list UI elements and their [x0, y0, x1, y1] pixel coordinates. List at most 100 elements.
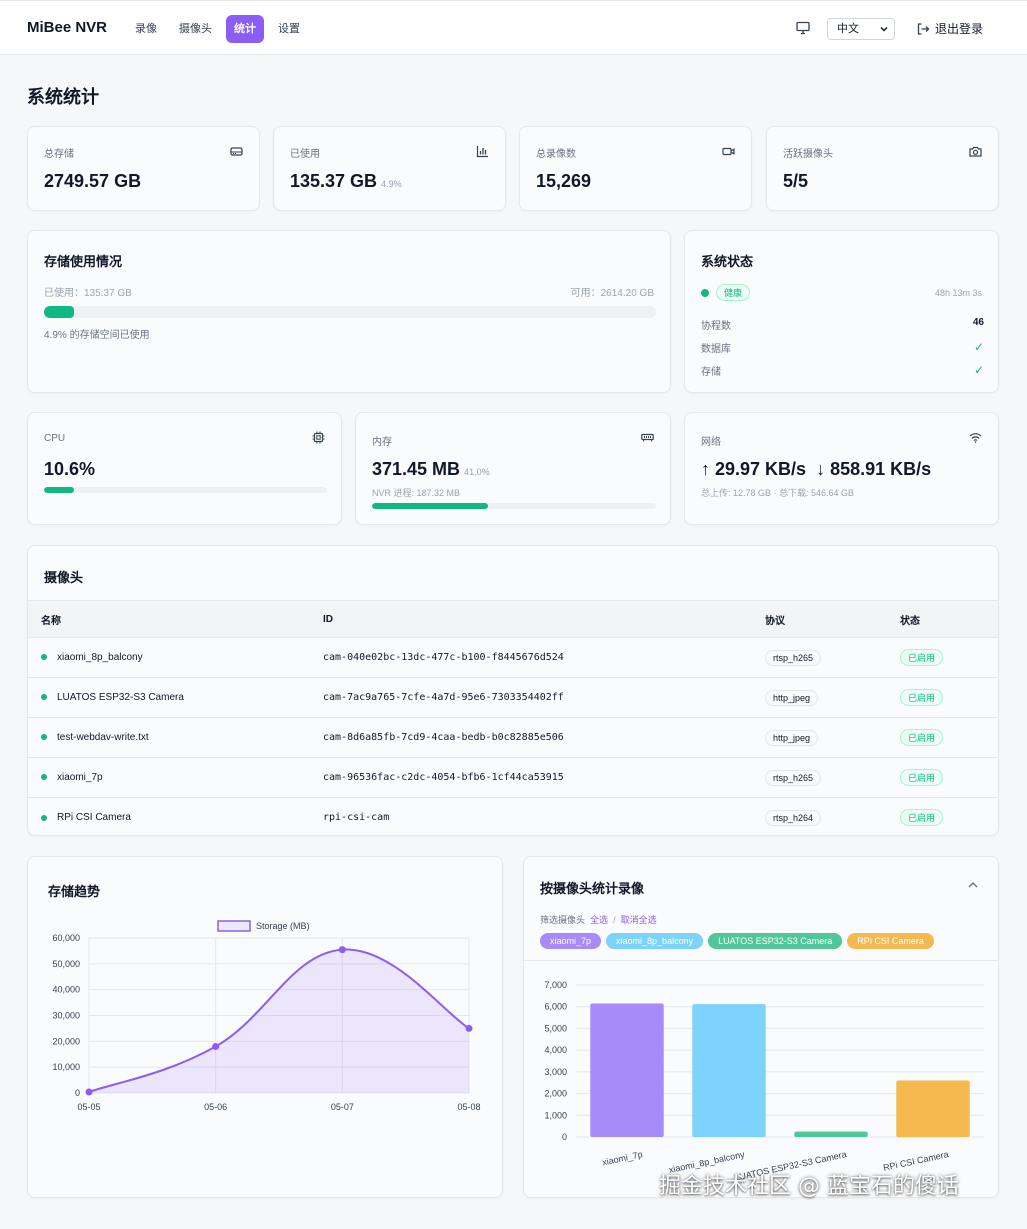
camera-filter-row: 筛选摄像头 全选 / 取消全选 — [540, 913, 657, 926]
column-header-id: ID — [323, 600, 765, 638]
y-tick-label: 0 — [75, 1088, 80, 1098]
camera-filter-pill[interactable]: xiaomi_8p_balcony — [606, 933, 704, 949]
bar — [896, 1080, 970, 1137]
protocol-badge: rtsp_h264 — [765, 809, 822, 826]
bar-chart-icon — [476, 146, 488, 158]
main-nav: 录像 摄像头 统计 设置 — [127, 15, 308, 43]
storage-usage-title: 存储使用情况 — [44, 254, 123, 269]
protocol-badge: http_jpeg — [765, 689, 819, 706]
table-row[interactable]: test-webdav-write.txt cam-8d6a85fb-7cd9-… — [28, 717, 998, 758]
series-line — [88, 948, 470, 1093]
bar — [794, 1131, 868, 1137]
logout-button[interactable]: 退出登录 — [916, 20, 983, 37]
protocol-badge: rtsp_h265 — [765, 769, 822, 786]
divider — [524, 960, 998, 961]
table-row[interactable]: xiaomi_8p_balcony cam-040e02bc-13dc-477c… — [28, 637, 998, 678]
top-bar: MiBee NVR 录像 摄像头 统计 设置 中文 退出登录 — [0, 0, 1027, 55]
network-download: ↓ 858.91 KB/s — [816, 459, 932, 479]
bar — [590, 1003, 664, 1137]
deselect-all-link[interactable]: 取消全选 — [620, 915, 657, 925]
x-tick-label: 05-05 — [77, 1102, 100, 1112]
camera-status-cell: 已启用 — [900, 798, 998, 836]
table-row[interactable]: LUATOS ESP32-S3 Camera cam-7ac9a765-7cfe… — [28, 677, 998, 718]
cpu-value: 10.6% — [44, 459, 96, 479]
nav-recordings[interactable]: 录像 — [135, 23, 157, 35]
nav-settings[interactable]: 设置 — [278, 23, 300, 35]
camera-filter-pills: xiaomi_7p xiaomi_8p_balcony LUATOS ESP32-S… — [540, 931, 939, 949]
legend-label: Storage (MB) — [256, 921, 310, 931]
camera-protocol-cell: rtsp_h264 — [765, 798, 900, 836]
x-tick-label: 05-07 — [331, 1102, 354, 1112]
camera-status-cell: 已启用 — [900, 637, 998, 678]
protocol-badge: http_jpeg — [765, 729, 819, 746]
y-tick-label: 60,000 — [52, 933, 80, 943]
camera-name-cell: xiaomi_7p — [28, 757, 323, 798]
x-tick-label: xiaomi_7p — [601, 1149, 643, 1167]
status-dot — [41, 774, 47, 781]
memory-card: 内存 371.45 MB 41.0% NVR 进程: 187.32 MB — [355, 412, 671, 525]
memory-progress-bar — [372, 503, 656, 509]
system-status-card: 系统状态 健康 48h 13m 3s 协程数 46 数据库 ✓ 存储 ✓ — [684, 230, 999, 393]
legend-swatch — [217, 920, 251, 932]
network-upload: ↑ 29.97 KB/s — [701, 459, 807, 479]
camera-filter-pill[interactable]: LUATOS ESP32-S3 Camera — [708, 933, 843, 949]
hard-drive-icon — [230, 147, 243, 156]
cpu-card: CPU 10.6% — [27, 412, 342, 525]
stat-total-recordings: 总录像数 15,269 — [519, 126, 752, 211]
uptime: 48h 13m 3s — [934, 288, 982, 298]
y-tick-label: 50,000 — [52, 959, 80, 969]
monitor-icon[interactable] — [796, 21, 810, 35]
storage-usage-note: 4.9% 的存储空间已使用 — [44, 330, 150, 341]
stat-label: 已使用 — [290, 149, 320, 160]
table-row[interactable]: xiaomi_7p cam-96536fac-c2dc-4054-bfb6-1c… — [28, 757, 998, 798]
stat-total-storage: 总存储 2749.57 GB — [27, 126, 260, 211]
cameras-title: 摄像头 — [44, 570, 84, 585]
health-row: 健康 — [701, 284, 751, 301]
y-tick-label: 10,000 — [52, 1062, 80, 1072]
y-tick-label: 20,000 — [52, 1036, 80, 1046]
nav-statistics[interactable]: 统计 — [226, 15, 264, 43]
logout-label: 退出登录 — [935, 22, 984, 36]
cameras-card: 摄像头 名称 ID 协议 状态 xiaomi_8p_balcony cam-04… — [27, 545, 999, 836]
brand-logo[interactable]: MiBee NVR — [27, 19, 108, 36]
nav-cameras[interactable]: 摄像头 — [179, 23, 212, 35]
camera-protocol-cell: http_jpeg — [765, 677, 900, 718]
recordings-title: 按摄像头统计录像 — [540, 881, 645, 896]
cpu-icon — [312, 431, 325, 444]
cpu-progress-fill — [44, 487, 74, 493]
camera-status-cell: 已启用 — [900, 717, 998, 758]
camera-id-cell: cam-8d6a85fb-7cd9-4caa-bedb-b0c82885e506 — [323, 717, 765, 758]
recordings-bar-chart: 0 1,000 2,000 3,000 4,000 5,000 6,000 7,000 xiao… — [544, 980, 984, 1183]
language-value: 中文 — [837, 23, 859, 35]
camera-name-cell: RPi CSI Camera — [28, 798, 323, 836]
select-all-link[interactable]: 全选 — [590, 915, 609, 925]
storage-usage-card: 存储使用情况 已使用：135.37 GB 可用：2614.20 GB 4.9% … — [27, 230, 671, 393]
bar — [692, 1004, 766, 1137]
watermark: 掘金技术社区 @ 蓝宝石的傻话 — [659, 1174, 959, 1199]
network-label: 网络 — [701, 437, 721, 448]
status-badge: 已启用 — [900, 809, 944, 827]
camera-filter-pill[interactable]: RPi CSI Camera — [847, 933, 934, 949]
camera-filter-pill[interactable]: xiaomi_7p — [540, 933, 602, 949]
camera-id-cell: rpi-csi-cam — [323, 812, 390, 824]
y-tick-label: 4,000 — [544, 1045, 567, 1055]
cameras-table: 名称 ID 协议 状态 xiaomi_8p_balcony cam-040e02… — [28, 600, 998, 836]
storage-used-label: 已使用：135.37 GB — [44, 288, 132, 299]
memory-percent: 41.0% — [464, 467, 490, 477]
language-select[interactable]: 中文 — [827, 18, 895, 40]
storage-progress-bar — [44, 306, 656, 318]
chevron-up-icon[interactable] — [968, 881, 978, 889]
y-tick-label: 40,000 — [52, 985, 80, 995]
check-icon: ✓ — [973, 340, 984, 354]
page-title: 系统统计 — [27, 87, 99, 107]
table-row[interactable]: RPi CSI Camera rpi-csi-cam rtsp_h264 已启用 — [28, 798, 998, 836]
data-point — [85, 1088, 93, 1096]
memory-process: NVR 进程: 187.32 MB — [372, 488, 461, 498]
system-status-title: 系统状态 — [701, 254, 754, 269]
wifi-icon — [969, 433, 982, 443]
status-list: 协程数 46 数据库 ✓ 存储 ✓ — [701, 317, 984, 386]
protocol-badge: rtsp_h265 — [765, 649, 822, 666]
camera-name-cell: LUATOS ESP32-S3 Camera — [28, 677, 323, 718]
camera-status-cell: 已启用 — [900, 757, 998, 798]
health-dot — [701, 288, 709, 297]
